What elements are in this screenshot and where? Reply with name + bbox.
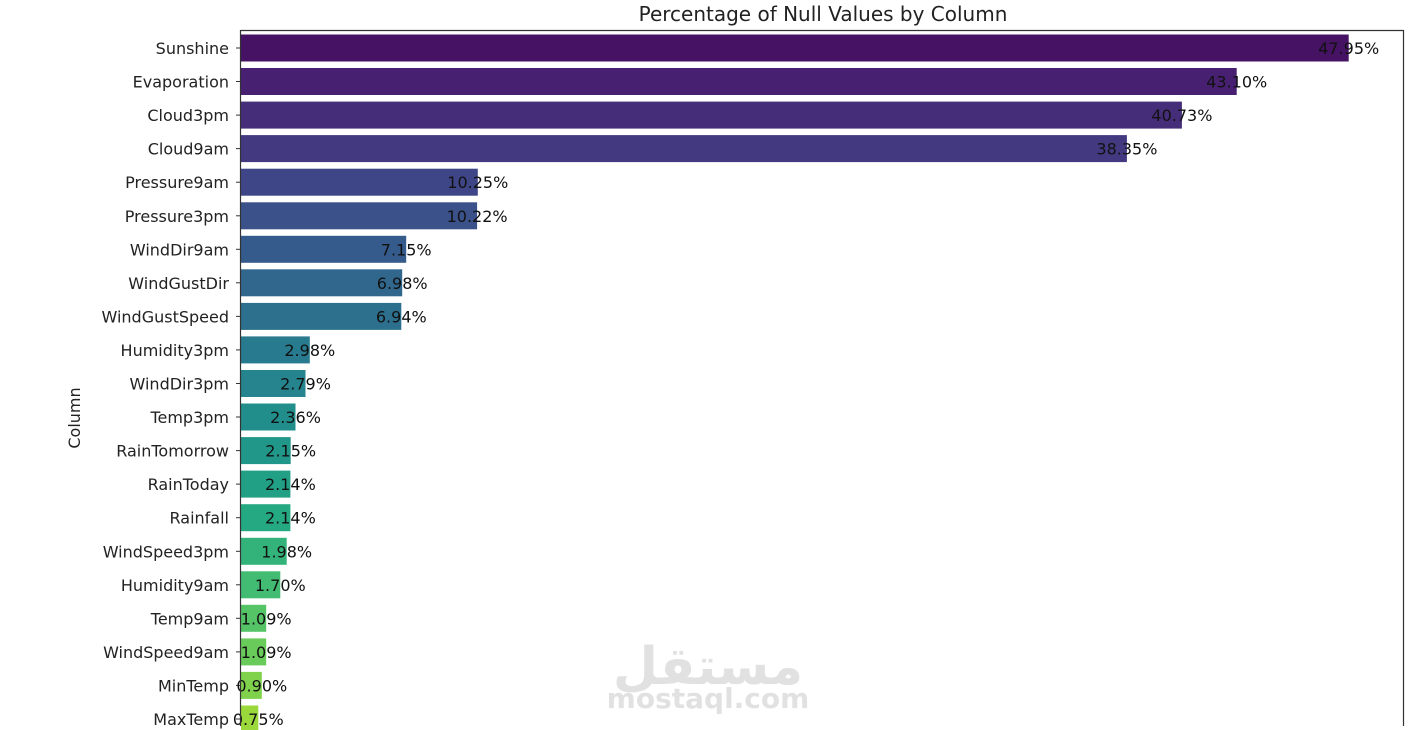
bar-maxtemp [241, 705, 259, 730]
data-label: 2.14% [265, 509, 316, 528]
data-label: 10.25% [447, 173, 508, 192]
y-tick-label: Rainfall [170, 509, 229, 528]
bar-windgustdir [241, 269, 403, 297]
y-tick-label: RainToday [148, 475, 229, 494]
bar-cloud3pm [241, 101, 1182, 129]
data-label: 0.75% [233, 710, 284, 729]
y-tick-label: Pressure9am [125, 173, 229, 192]
data-label: 2.15% [265, 442, 316, 461]
data-label: 1.70% [255, 576, 306, 595]
y-tick-label: MinTemp [158, 676, 229, 695]
bar-evaporation [241, 68, 1237, 95]
bar-humidity9am [241, 571, 281, 599]
bar-winddir9am [241, 235, 407, 263]
y-tick-label: WindGustSpeed [101, 307, 229, 326]
bar-temp3pm [241, 403, 296, 431]
y-tick-label: WindSpeed3pm [103, 542, 229, 561]
data-label: 1.09% [241, 643, 292, 662]
bar-cloud9am [241, 135, 1127, 163]
watermark: مستقل mostaql.com [607, 637, 810, 715]
y-tick-label: Cloud9am [148, 140, 229, 159]
y-tick-label: Humidity3pm [121, 341, 229, 360]
bar-pressure3pm [241, 202, 478, 230]
data-label: 2.79% [280, 375, 331, 394]
y-tick-label: Temp9am [150, 609, 229, 628]
data-label: 40.73% [1151, 106, 1212, 125]
y-tick-label: Sunshine [156, 39, 229, 58]
bars-group [241, 34, 1349, 730]
data-label: 38.35% [1096, 140, 1157, 159]
data-label: 7.15% [381, 240, 432, 259]
data-label: 47.95% [1318, 39, 1379, 58]
data-label: 2.14% [265, 475, 316, 494]
bar-windspeed9am [241, 638, 267, 666]
y-tick-label: Evaporation [133, 73, 229, 92]
y-tick-label: WindSpeed9am [103, 643, 229, 662]
y-tick-label: MaxTemp [153, 710, 229, 729]
data-label: 1.98% [261, 542, 312, 561]
bar-temp9am [241, 604, 267, 632]
bar-pressure9am [241, 168, 478, 196]
watermark-arabic: مستقل [613, 637, 803, 697]
data-label: 6.94% [376, 307, 427, 326]
data-label: 6.98% [377, 274, 428, 293]
bar-raintoday [241, 470, 291, 498]
data-label: 10.22% [447, 207, 508, 226]
chart-title: Percentage of Null Values by Column [639, 2, 1008, 26]
data-label: 0.90% [236, 676, 287, 695]
bar-windspeed3pm [241, 537, 287, 565]
y-tick-label: WindGustDir [128, 274, 229, 293]
bar-raintomorrow [241, 437, 291, 465]
bar-winddir3pm [241, 370, 306, 397]
watermark-latin: mostaql.com [607, 682, 810, 715]
data-labels: 47.95% 43.10% 40.73% 38.35% 10.25% 10.22% 7.15… [233, 39, 1379, 729]
bar-humidity3pm [241, 336, 310, 364]
y-tick-labels: Sunshine Evaporation Cloud3pm Cloud9am Press… [101, 39, 241, 729]
bar-sunshine [241, 34, 1349, 62]
bar-windgustspeed [241, 302, 402, 330]
y-tick-label: RainTomorrow [116, 442, 229, 461]
y-axis-label: Column [65, 387, 84, 448]
data-label: 1.09% [241, 609, 292, 628]
y-tick-label: Humidity9am [121, 576, 229, 595]
data-label: 43.10% [1206, 73, 1267, 92]
y-tick-label: WindDir3pm [130, 375, 229, 394]
y-tick-label: WindDir9am [130, 240, 229, 259]
y-tick-label: Pressure3pm [125, 207, 229, 226]
y-tick-label: Cloud3pm [147, 106, 229, 125]
data-label: 2.98% [284, 341, 335, 360]
data-label: 2.36% [270, 408, 321, 427]
y-tick-label: Temp3pm [149, 408, 229, 427]
bar-rainfall [241, 504, 291, 532]
axes-frame [239, 29, 1405, 726]
bar-mintemp [241, 671, 262, 699]
